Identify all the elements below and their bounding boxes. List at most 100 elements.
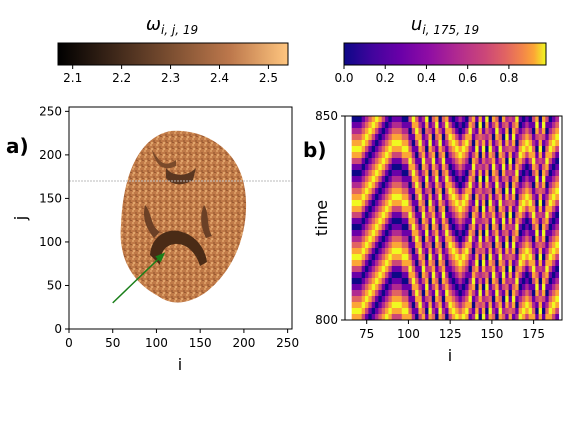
phase-cell (425, 218, 429, 225)
phase-cell (511, 314, 516, 320)
phase-cell (385, 188, 389, 195)
phase-cell (515, 176, 519, 183)
phase-cell (365, 230, 369, 237)
phase-cell (541, 254, 546, 261)
phase-cell (428, 266, 433, 273)
phase-cell (388, 134, 393, 141)
phase-cell (485, 206, 489, 213)
phase-cell (441, 200, 446, 207)
phase-cell (438, 158, 443, 165)
phase-cell (405, 236, 409, 243)
phase-cell (368, 158, 373, 165)
phase-cell (495, 260, 499, 267)
phase-cell (528, 278, 533, 285)
phase-cell (555, 134, 560, 141)
phase-cell (535, 158, 540, 165)
phase-cell (395, 128, 399, 135)
phase-cell (485, 134, 489, 141)
phase-cell (511, 302, 516, 309)
phase-cell (541, 170, 546, 177)
phase-cell (415, 290, 419, 297)
phase-cell (381, 116, 386, 123)
phase-cell (471, 236, 476, 243)
phase-cell (455, 260, 459, 267)
phase-cell (391, 272, 396, 279)
phase-cell (458, 308, 463, 315)
panel-b-xtick-label: 125 (439, 327, 462, 341)
phase-cell (448, 248, 453, 255)
phase-cell (518, 170, 523, 177)
phase-cell (461, 152, 466, 159)
phase-cell (425, 158, 429, 165)
phase-cell (545, 194, 550, 201)
phase-cell (425, 140, 429, 147)
phase-cell (491, 254, 496, 261)
phase-cell (431, 308, 436, 315)
phase-cell (498, 314, 503, 320)
phase-cell (351, 116, 356, 123)
phase-cell (505, 194, 509, 201)
phase-cell (371, 224, 376, 231)
phase-cell (535, 230, 540, 237)
phase-cell (551, 152, 556, 159)
phase-cell (431, 194, 436, 201)
phase-cell (498, 272, 503, 279)
phase-cell (355, 140, 359, 147)
phase-cell (478, 140, 483, 147)
phase-cell (521, 284, 526, 291)
phase-cell (465, 206, 469, 213)
panel-b-xtick-label: 175 (522, 327, 545, 341)
phase-cell (351, 230, 356, 237)
phase-cell (468, 242, 473, 249)
phase-cell (448, 194, 453, 201)
phase-cell (481, 236, 486, 243)
phase-cell (495, 116, 499, 123)
phase-cell (555, 314, 560, 320)
phase-cell (545, 230, 550, 237)
phase-cell (405, 158, 409, 165)
phase-cell (415, 284, 419, 291)
phase-cell (498, 242, 503, 249)
phase-cell (508, 182, 513, 189)
phase-cell (481, 140, 486, 147)
phase-cell (401, 134, 406, 141)
phase-cell (491, 212, 496, 219)
phase-cell (428, 152, 433, 159)
phase-cell (411, 140, 416, 147)
phase-cell (531, 314, 536, 320)
phase-cell (448, 224, 453, 231)
phase-cell (488, 182, 493, 189)
phase-cell (471, 206, 476, 213)
phase-cell (511, 236, 516, 243)
phase-cell (375, 296, 379, 303)
phase-cell (435, 260, 439, 267)
phase-cell (431, 290, 436, 297)
phase-cell (455, 170, 459, 177)
phase-cell (531, 266, 536, 273)
phase-cell (361, 164, 366, 171)
phase-cell (538, 236, 543, 243)
phase-cell (421, 284, 426, 291)
phase-cell (488, 122, 493, 129)
phase-cell (478, 278, 483, 285)
phase-cell (538, 176, 543, 183)
phase-cell (535, 248, 540, 255)
phase-cell (391, 116, 396, 123)
phase-cell (541, 302, 546, 309)
phase-cell (541, 206, 546, 213)
phase-cell (538, 152, 543, 159)
phase-cell (351, 140, 356, 147)
phase-cell (368, 152, 373, 159)
phase-cell (498, 128, 503, 135)
phase-cell (355, 290, 359, 297)
phase-cell (485, 152, 489, 159)
phase-cell (505, 176, 509, 183)
phase-cell (518, 314, 523, 320)
phase-cell (541, 116, 546, 123)
phase-cell (401, 212, 406, 219)
phase-cell (471, 134, 476, 141)
phase-cell (431, 284, 436, 291)
phase-cell (538, 230, 543, 237)
phase-cell (461, 116, 466, 123)
phase-cell (508, 242, 513, 249)
